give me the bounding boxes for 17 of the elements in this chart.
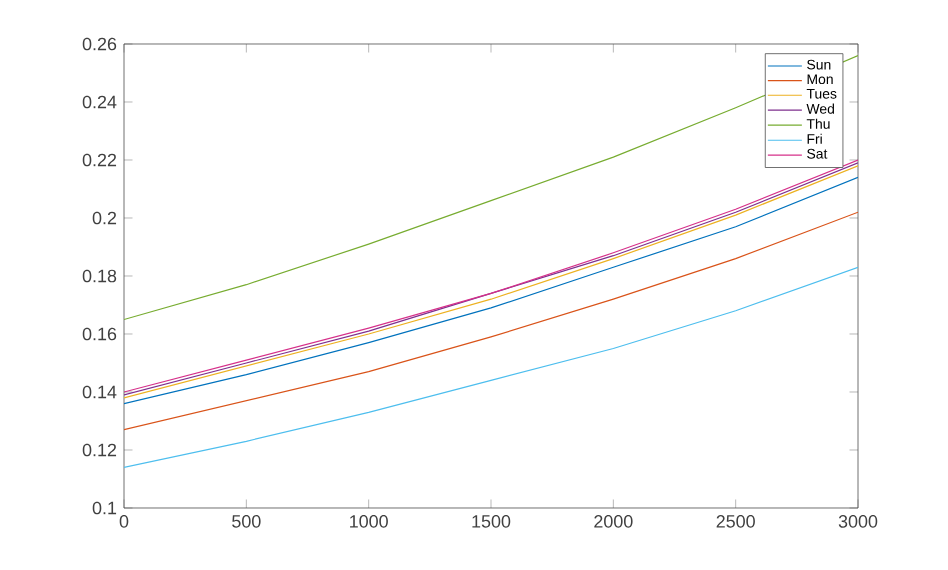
y-tick-label: 0.12	[82, 443, 117, 457]
y-tick-label: 0.14	[82, 385, 117, 399]
y-tick-label: 0.1	[92, 501, 117, 515]
y-tick-label: 0.2	[92, 211, 117, 225]
x-tick-label: 0	[119, 515, 129, 528]
x-tick-label: 1500	[472, 515, 511, 528]
x-tick-label: 2500	[716, 515, 755, 528]
x-tick-label: 3000	[838, 515, 878, 528]
x-tick-label: 1000	[350, 515, 388, 528]
y-tick-label: 0.24	[82, 95, 117, 109]
x-tick-label: 500	[232, 515, 261, 528]
line-series	[124, 266, 859, 468]
y-tick-label: 0.22	[82, 153, 117, 167]
y-tick-label: 0.18	[82, 269, 117, 283]
x-tick-label: 2000	[594, 515, 633, 528]
y-tick-label: 0.16	[82, 327, 117, 341]
y-tick-label: 0.26	[82, 37, 117, 51]
